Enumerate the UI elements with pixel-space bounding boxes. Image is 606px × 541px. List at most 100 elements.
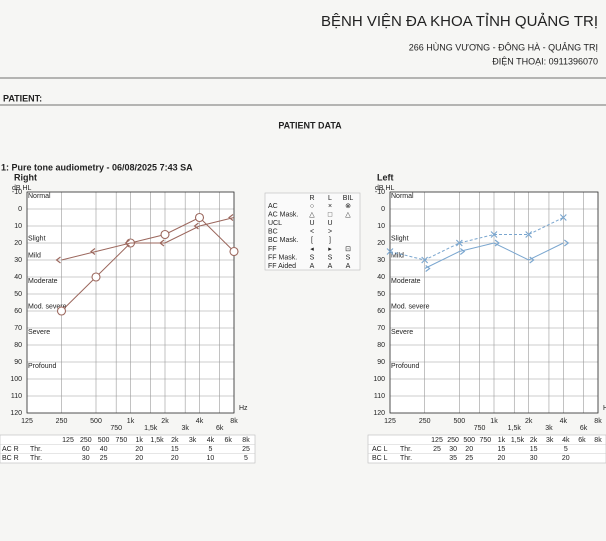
table-value: 60	[82, 446, 90, 453]
legend-row-label: FF Mask.	[268, 254, 297, 261]
y-tick-label: -10	[375, 189, 385, 196]
hearing-level: Moderate	[28, 278, 58, 285]
table-header: 1k	[498, 437, 506, 444]
legend-symbol: S	[328, 254, 333, 261]
table-threshold-label: Thr.	[400, 455, 412, 462]
hearing-level: Slight	[28, 235, 46, 242]
legend-row-label: FF	[268, 246, 277, 253]
table-row-label: BC L	[372, 455, 388, 462]
legend-row-label: BC Mask.	[268, 237, 298, 244]
y-tick-label: 60	[377, 308, 385, 315]
y-tick-label: 40	[377, 274, 385, 281]
marker	[455, 239, 463, 247]
legend-row-label: BC	[268, 229, 278, 236]
y-tick-label: -10	[12, 189, 22, 196]
legend-symbol: S	[310, 254, 315, 261]
y-tick-label: 80	[14, 342, 22, 349]
table-threshold-label: Thr.	[400, 446, 412, 453]
marker	[525, 231, 533, 238]
table-value: 15	[171, 446, 179, 453]
legend-row-label: AC Mask.	[268, 211, 298, 218]
x-tick-label: 2k	[525, 418, 533, 425]
table-header: 1k	[135, 437, 143, 444]
table-value: 25	[242, 446, 250, 453]
table-header: 2k	[530, 437, 538, 444]
table-header: 4k	[207, 437, 215, 444]
chart-title: Right	[14, 172, 37, 182]
legend-symbol: A	[346, 263, 351, 270]
x-tick-label: 750	[474, 425, 486, 432]
table-row-label: BC R	[2, 455, 19, 462]
hearing-level: Moderate	[391, 278, 421, 285]
marker	[564, 239, 570, 247]
y-tick-label: 70	[377, 325, 385, 332]
y-tick-label: 110	[374, 393, 385, 400]
x-tick-label: 1k	[127, 418, 135, 425]
x-tick-label: 500	[90, 418, 102, 425]
table-value: 30	[82, 455, 90, 462]
legend-box	[264, 192, 361, 271]
legend-row-label: AC	[268, 203, 278, 210]
table-header: 125	[62, 437, 74, 444]
x-tick-label: 3k	[181, 425, 189, 432]
x-tick-label: 8k	[594, 418, 602, 425]
marker	[91, 272, 101, 282]
hearing-level: Mod. severe	[391, 303, 430, 310]
y-tick-label: 90	[377, 359, 385, 366]
y-tick-label: 20	[377, 240, 385, 247]
address: 266 HÙNG VƯƠNG - ĐÔNG HÀ - QUẢNG TRỊ	[409, 41, 598, 52]
y-tick-label: 100	[10, 376, 22, 383]
table-row-label: AC R	[2, 446, 19, 453]
table-value: 20	[562, 455, 570, 462]
chart-title: Left	[377, 172, 394, 182]
table-value: 5	[208, 446, 212, 453]
table-value: 5	[564, 446, 568, 453]
table-threshold-label: Thr.	[30, 446, 42, 453]
hearing-level: Normal	[391, 193, 414, 200]
x-unit: Hz	[239, 405, 248, 412]
y-tick-label: 80	[377, 342, 385, 349]
table-value: 25	[465, 455, 473, 462]
plot-frame	[26, 191, 235, 414]
hearing-level: Severe	[391, 329, 413, 336]
y-tick-label: 30	[14, 257, 22, 264]
x-unit: Hz	[603, 405, 606, 412]
y-tick-label: 30	[377, 257, 385, 264]
table-header: 250	[447, 437, 459, 444]
table-value: 20	[171, 455, 179, 462]
table-header: 8k	[594, 437, 602, 444]
table-value: 30	[449, 446, 457, 453]
y-tick-label: 50	[14, 291, 22, 298]
marker	[90, 248, 96, 255]
marker	[124, 239, 130, 247]
table-value: 20	[498, 455, 506, 462]
marker	[194, 212, 205, 223]
table-header: 1,5k	[150, 437, 164, 444]
marker	[490, 231, 498, 238]
legend-symbol: ⊡	[345, 246, 351, 253]
y-tick-label: 70	[14, 325, 22, 332]
table-header: 3k	[189, 437, 197, 444]
x-tick-label: 1,5k	[144, 425, 158, 432]
legend-symbol: △	[309, 211, 315, 218]
x-tick-label: 2k	[161, 418, 169, 425]
series-line	[424, 242, 564, 269]
y-axis-label: dB HL	[375, 185, 395, 192]
table-value: 20	[135, 455, 143, 462]
table-value: 25	[100, 455, 108, 462]
table-header: 2k	[171, 437, 179, 444]
table-value: 20	[465, 446, 473, 453]
legend-symbol: U	[309, 220, 314, 227]
marker	[56, 306, 67, 316]
marker	[228, 214, 234, 221]
table-value: 15	[530, 446, 538, 453]
legend-symbol: A	[328, 263, 333, 270]
plot-frame	[389, 191, 599, 414]
hospital-name: BỆNH VIỆN ĐA KHOA TỈNH QUẢNG TRỊ	[321, 13, 598, 30]
table-header: 125	[431, 437, 443, 444]
x-tick-label: 500	[453, 418, 465, 425]
table-value: 30	[530, 455, 538, 462]
table-value: 40	[100, 446, 108, 453]
x-tick-label: 250	[419, 418, 431, 425]
x-tick-label: 6k	[216, 425, 224, 432]
